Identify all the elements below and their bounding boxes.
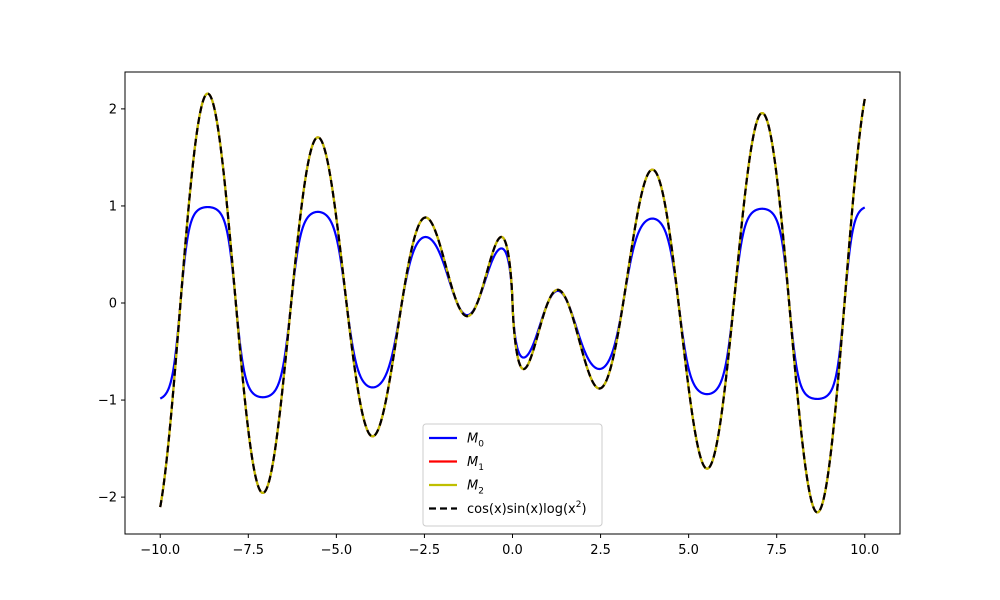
legend-label-1: M1 <box>467 455 484 473</box>
y-tick-label: 0 <box>109 297 117 312</box>
x-tick-label: −10.0 <box>140 543 180 558</box>
legend: M0 M1 M2 cos(x)sin(x)log(x2) <box>422 423 603 527</box>
x-tick-label: −2.5 <box>409 543 441 558</box>
x-tick-label: 10.0 <box>850 543 879 558</box>
y-tick-label: −1 <box>98 394 117 409</box>
series-layer <box>159 92 866 514</box>
x-tick-label: 2.5 <box>590 543 611 558</box>
x-tick-label: −7.5 <box>233 543 265 558</box>
legend-label-0: M0 <box>467 432 484 450</box>
x-tick-label: 0.0 <box>502 543 523 558</box>
legend-label-2: M2 <box>467 479 484 497</box>
x-tick-label: 7.5 <box>766 543 787 558</box>
series-line-2 <box>159 92 866 514</box>
legend-label-3: cos(x)sin(x)log(x2) <box>467 500 587 517</box>
x-tick-label: 5.0 <box>678 543 699 558</box>
x-tick-label: −5.0 <box>321 543 353 558</box>
legend-box <box>422 423 603 527</box>
y-tick-label: 1 <box>109 199 117 214</box>
y-axis: −2 −1 0 1 2 <box>98 102 125 506</box>
x-axis: −10.0 −7.5 −5.0 −2.5 0.0 2.5 5.0 7.5 10.0 <box>140 534 879 558</box>
y-tick-label: 2 <box>109 102 117 117</box>
y-tick-label: −2 <box>98 491 117 506</box>
